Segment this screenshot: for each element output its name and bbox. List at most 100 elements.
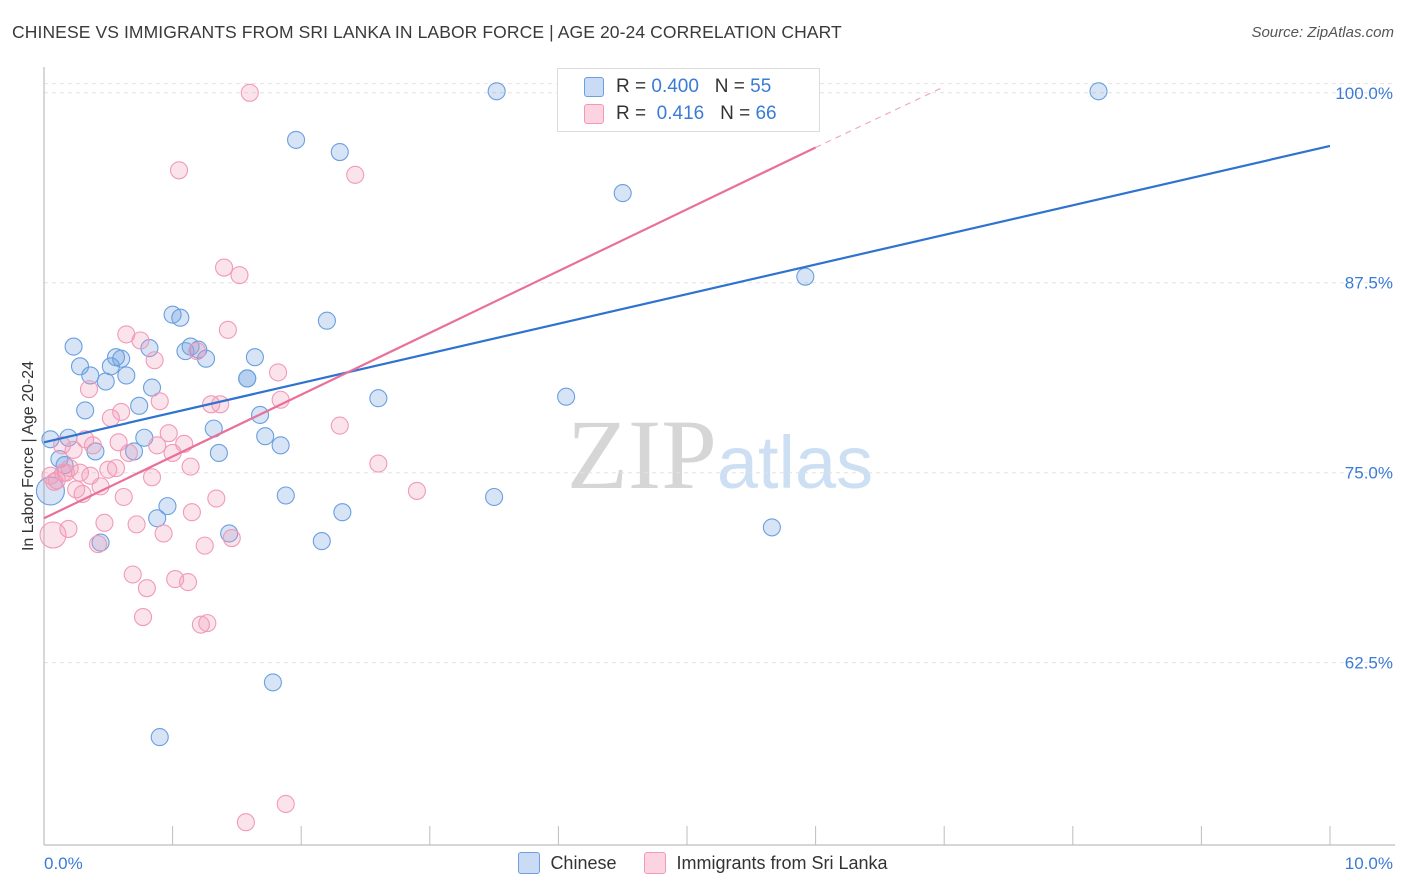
sri-lanka-point <box>236 813 255 832</box>
sri-lanka-n-value: 66 <box>755 103 777 124</box>
sri-lanka-point <box>145 351 164 370</box>
chinese-r-label: R = <box>616 76 647 97</box>
chinese-point <box>130 396 149 415</box>
sri-lanka-point <box>127 515 146 534</box>
chinese-swatch <box>584 77 604 97</box>
chinese-point <box>96 372 115 391</box>
sri-lanka-point <box>269 363 288 382</box>
sri-lanka-r-label: R = <box>616 103 647 124</box>
chinese-n-label: N = <box>714 76 745 97</box>
chinese-point <box>762 518 781 537</box>
chinese-point <box>796 267 815 286</box>
chinese-point <box>263 673 282 692</box>
chinese-point <box>256 427 275 446</box>
chinese-trend-line <box>43 144 1331 444</box>
y-tick-label: 62.5% <box>1345 654 1393 673</box>
sri-lanka-trend-line <box>43 146 817 520</box>
sri-lanka-point <box>187 342 207 361</box>
sri-lanka-point <box>182 503 201 522</box>
sri-lanka-point <box>112 402 131 421</box>
chinese-point <box>117 366 136 385</box>
legend-swatch-chinese <box>518 852 541 874</box>
sri-lanka-point <box>169 161 189 180</box>
sri-lanka-point <box>230 266 249 285</box>
legend-item-chinese[interactable]: Chinese <box>518 852 616 874</box>
sri-lanka-point <box>154 524 173 543</box>
sri-lanka-point <box>407 481 426 500</box>
sri-lanka-point <box>276 794 295 814</box>
sri-lanka-point <box>240 83 259 102</box>
sri-lanka-point <box>99 460 118 479</box>
chinese-point <box>70 357 90 376</box>
source-credit: Source: ZipAtlas.com <box>1251 24 1394 41</box>
sri-lanka-point <box>81 466 100 485</box>
chinese-point <box>613 184 632 203</box>
sri-lanka-point <box>59 519 78 538</box>
chinese-points <box>35 82 1108 747</box>
chinese-point <box>55 456 74 475</box>
sri-lanka-point <box>64 440 83 459</box>
series-legend: Chinese Immigrants from Sri Lanka <box>0 852 1406 874</box>
chinese-point <box>238 369 257 388</box>
chinese-point <box>150 728 169 747</box>
sri-lanka-swatch <box>584 104 604 124</box>
chinese-point <box>64 337 83 356</box>
stats-legend: R = 0.400 N = 55 R = 0.416 N = 66 <box>557 68 820 132</box>
chinese-point <box>276 486 295 505</box>
y-tick-label: 87.5% <box>1345 274 1393 293</box>
chinese-point <box>35 476 65 506</box>
sri-lanka-point <box>114 487 133 507</box>
chinese-point <box>112 349 131 368</box>
chinese-point <box>142 378 162 397</box>
chinese-point <box>245 348 264 367</box>
sri-lanka-point <box>83 436 102 455</box>
chinese-point <box>158 497 177 516</box>
chinese-point <box>148 509 167 528</box>
sri-lanka-point <box>67 480 86 499</box>
sri-lanka-n-label: N = <box>720 103 751 124</box>
sri-lanka-point <box>214 258 234 277</box>
sri-lanka-point <box>52 436 72 455</box>
chinese-point <box>81 366 100 385</box>
sri-lanka-r-value: 0.416 <box>656 103 705 124</box>
sri-lanka-point <box>142 468 162 487</box>
sri-lanka-point <box>137 579 156 598</box>
legend-label-sri-lanka: Immigrants from Sri Lanka <box>676 852 888 873</box>
sri-lanka-point <box>178 573 198 592</box>
chinese-point <box>487 82 506 101</box>
x-tick-label: 0.0% <box>44 854 83 873</box>
chinese-point <box>330 143 349 162</box>
sri-lanka-point <box>222 528 241 548</box>
sri-lanka-point <box>60 459 79 478</box>
chinese-point <box>287 130 306 149</box>
y-tick-label: 100.0% <box>1335 84 1393 103</box>
sri-lanka-point <box>369 454 388 473</box>
sri-lanka-point <box>95 513 114 532</box>
x-tick-label: 10.0% <box>1345 854 1393 873</box>
chinese-point <box>1089 82 1108 101</box>
chinese-point <box>76 401 95 420</box>
sri-lanka-point <box>191 615 210 634</box>
chinese-point <box>557 387 576 406</box>
watermark: ZIPatlas <box>567 399 873 510</box>
chart-title: CHINESE VS IMMIGRANTS FROM SRI LANKA IN … <box>12 22 842 42</box>
chinese-point <box>317 311 336 330</box>
legend-item-sri-lanka[interactable]: Immigrants from Sri Lanka <box>644 852 888 874</box>
sri-lanka-point <box>207 489 226 508</box>
sri-lanka-point <box>181 457 200 476</box>
sri-lanka-point <box>119 443 138 462</box>
stats-legend-row-sri-lanka: R = 0.416 N = 66 <box>558 100 777 128</box>
legend-swatch-sri-lanka <box>644 852 667 874</box>
sri-lanka-point <box>54 463 73 482</box>
chinese-point <box>369 389 388 408</box>
chinese-point <box>333 503 352 522</box>
sri-lanka-trend-extension <box>815 86 945 149</box>
sri-lanka-point <box>330 416 349 435</box>
sri-lanka-point <box>195 536 214 555</box>
sri-lanka-point <box>123 565 142 584</box>
chinese-point <box>101 357 120 376</box>
sri-lanka-point <box>211 395 230 414</box>
sri-lanka-point <box>88 535 108 554</box>
sri-lanka-point <box>131 331 150 350</box>
